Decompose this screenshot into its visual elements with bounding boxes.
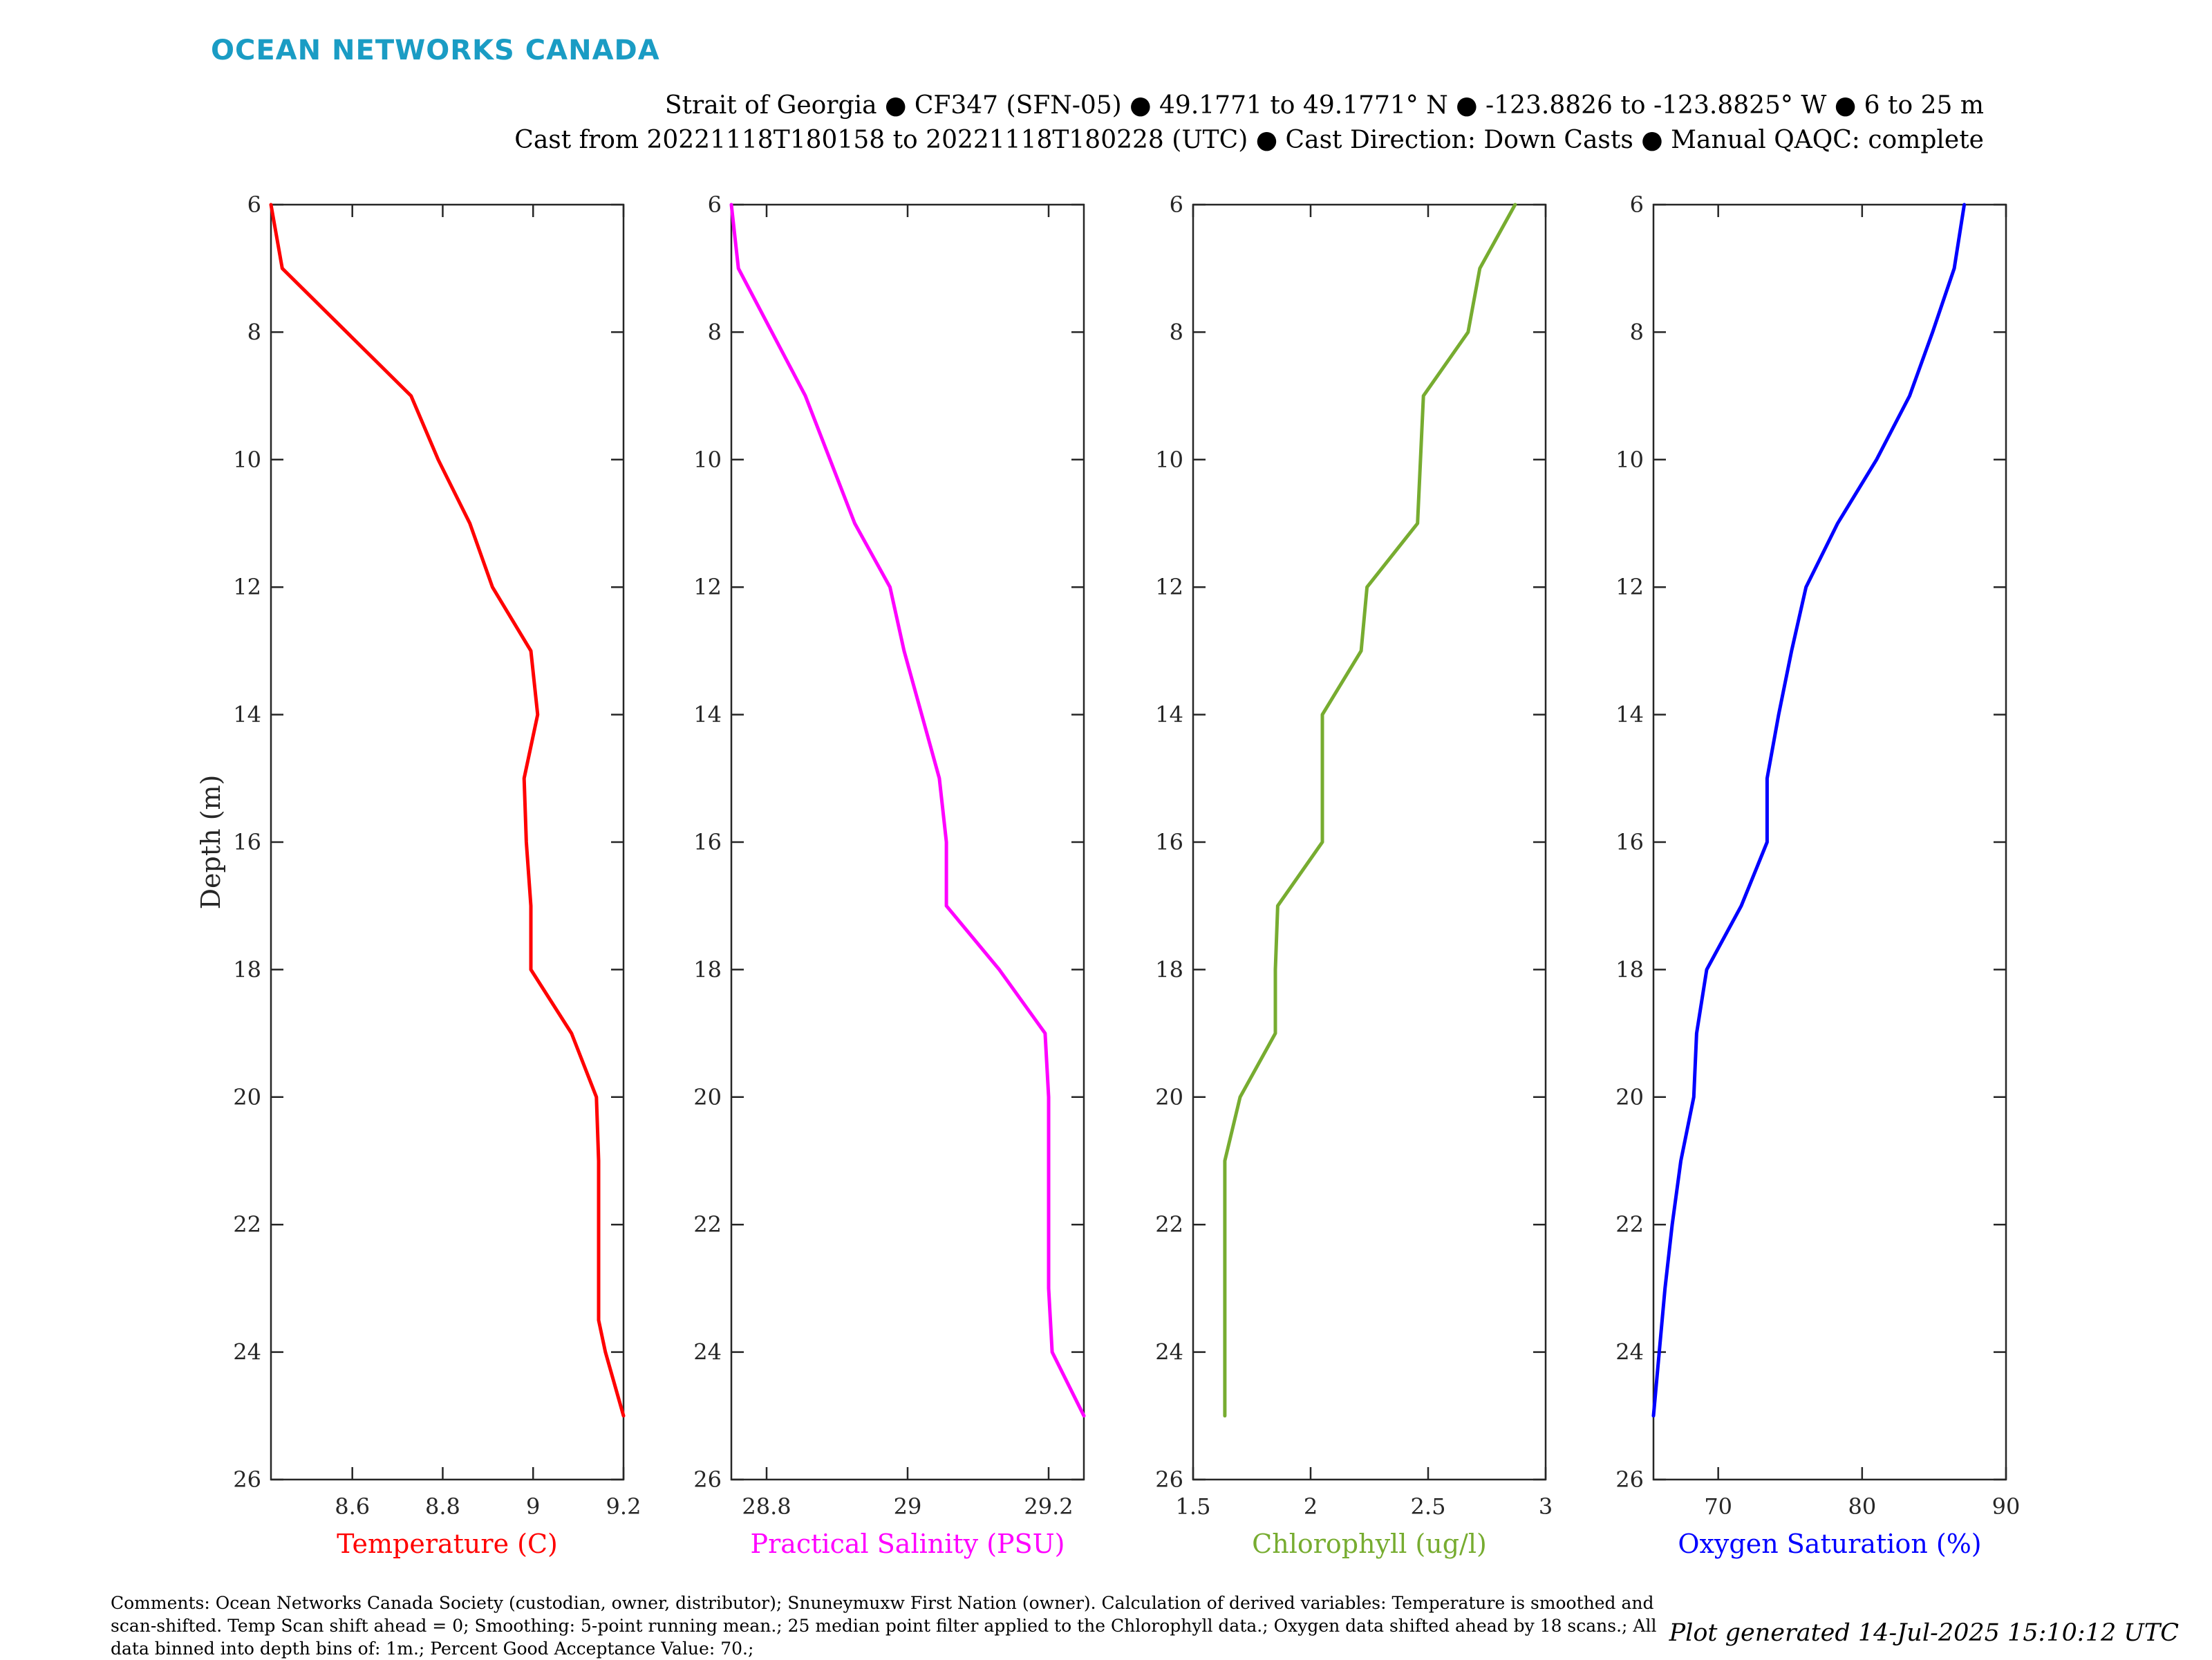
y-tick-label: 16 (1615, 829, 1644, 855)
x-tick-label: 3 (1539, 1493, 1553, 1520)
y-tick-label: 18 (233, 956, 261, 982)
profile-line-1 (269, 203, 626, 1418)
y-tick-label: 10 (693, 447, 722, 473)
title-line-cast-info: Cast from 20221118T180158 to 20221118T18… (514, 126, 1984, 154)
x-tick-label: 28.8 (742, 1493, 791, 1520)
x-tick-label: 9.2 (606, 1493, 641, 1520)
x-axis-label-3: Chlorophyll (ug/l) (1252, 1529, 1487, 1559)
x-tick-label: 90 (1992, 1493, 2021, 1520)
y-tick-label: 8 (1630, 319, 1644, 345)
y-tick-label: 8 (247, 319, 261, 345)
y-tick-label: 14 (233, 702, 261, 728)
title-line-location: Strait of Georgia ● CF347 (SFN-05) ● 49.… (664, 91, 1984, 120)
y-tick-label: 10 (1155, 447, 1183, 473)
x-tick-label: 2 (1304, 1493, 1318, 1520)
y-tick-label: 12 (233, 574, 261, 600)
x-tick-label: 8.8 (425, 1493, 460, 1520)
y-tick-label: 12 (693, 574, 722, 600)
y-tick-label: 8 (1170, 319, 1183, 345)
y-tick-label: 20 (233, 1084, 261, 1110)
y-tick-label: 26 (233, 1466, 261, 1493)
plot-generated-timestamp: Plot generated 14-Jul-2025 15:10:12 UTC (1669, 1619, 2179, 1647)
y-tick-label: 20 (1615, 1084, 1644, 1110)
x-tick-label: 29.2 (1024, 1493, 1073, 1520)
y-tick-label: 14 (1615, 702, 1644, 728)
y-tick-label: 12 (1615, 574, 1644, 600)
y-tick-label: 24 (693, 1339, 722, 1365)
y-tick-label: 6 (247, 192, 261, 218)
y-tick-label: 6 (1170, 192, 1183, 218)
y-tick-label: 22 (693, 1211, 722, 1238)
plot-frame-2 (730, 203, 1085, 1481)
y-tick-label: 16 (1155, 829, 1183, 855)
x-axis-label-2: Practical Salinity (PSU) (751, 1529, 1065, 1559)
y-tick-label: 20 (693, 1084, 722, 1110)
profile-line-2 (729, 203, 1086, 1418)
y-tick-label: 18 (693, 956, 722, 982)
ocean-networks-canada-logo: OCEAN NETWORKS CANADA (211, 35, 660, 66)
y-tick-label: 18 (1155, 956, 1183, 982)
y-tick-label: 24 (1615, 1339, 1644, 1365)
x-tick-label: 80 (1848, 1493, 1876, 1520)
x-tick-label: 70 (1704, 1493, 1732, 1520)
y-tick-label: 20 (1155, 1084, 1183, 1110)
comments-text: Comments: Ocean Networks Canada Society … (111, 1593, 1657, 1659)
y-tick-label: 10 (1615, 447, 1644, 473)
y-axis-label: Depth (m) (196, 775, 226, 910)
y-tick-label: 14 (1155, 702, 1183, 728)
plot-frame-3 (1192, 203, 1547, 1481)
y-tick-label: 8 (708, 319, 722, 345)
plot-frame-4 (1652, 203, 2007, 1481)
x-axis-label-4: Oxygen Saturation (%) (1678, 1529, 1981, 1559)
plot-frame-1 (270, 203, 625, 1481)
y-tick-label: 22 (233, 1211, 261, 1238)
y-tick-label: 22 (1615, 1211, 1644, 1238)
x-tick-label: 29 (894, 1493, 922, 1520)
y-tick-label: 14 (693, 702, 722, 728)
y-tick-label: 6 (1630, 192, 1644, 218)
y-tick-label: 16 (693, 829, 722, 855)
y-tick-label: 22 (1155, 1211, 1183, 1238)
x-axis-label-1: Temperature (C) (337, 1529, 558, 1559)
y-tick-label: 6 (708, 192, 722, 218)
y-tick-label: 26 (1615, 1466, 1644, 1493)
y-tick-label: 12 (1155, 574, 1183, 600)
x-tick-label: 1.5 (1176, 1493, 1211, 1520)
y-tick-label: 24 (233, 1339, 261, 1365)
y-tick-label: 24 (1155, 1339, 1183, 1365)
profile-line-3 (1223, 203, 1517, 1418)
y-tick-label: 10 (233, 447, 261, 473)
x-tick-label: 8.6 (335, 1493, 370, 1520)
x-tick-label: 9 (526, 1493, 540, 1520)
y-tick-label: 26 (1155, 1466, 1183, 1493)
y-tick-label: 18 (1615, 956, 1644, 982)
y-tick-label: 16 (233, 829, 261, 855)
profile-line-4 (1651, 203, 1967, 1418)
y-tick-label: 26 (693, 1466, 722, 1493)
x-tick-label: 2.5 (1411, 1493, 1446, 1520)
